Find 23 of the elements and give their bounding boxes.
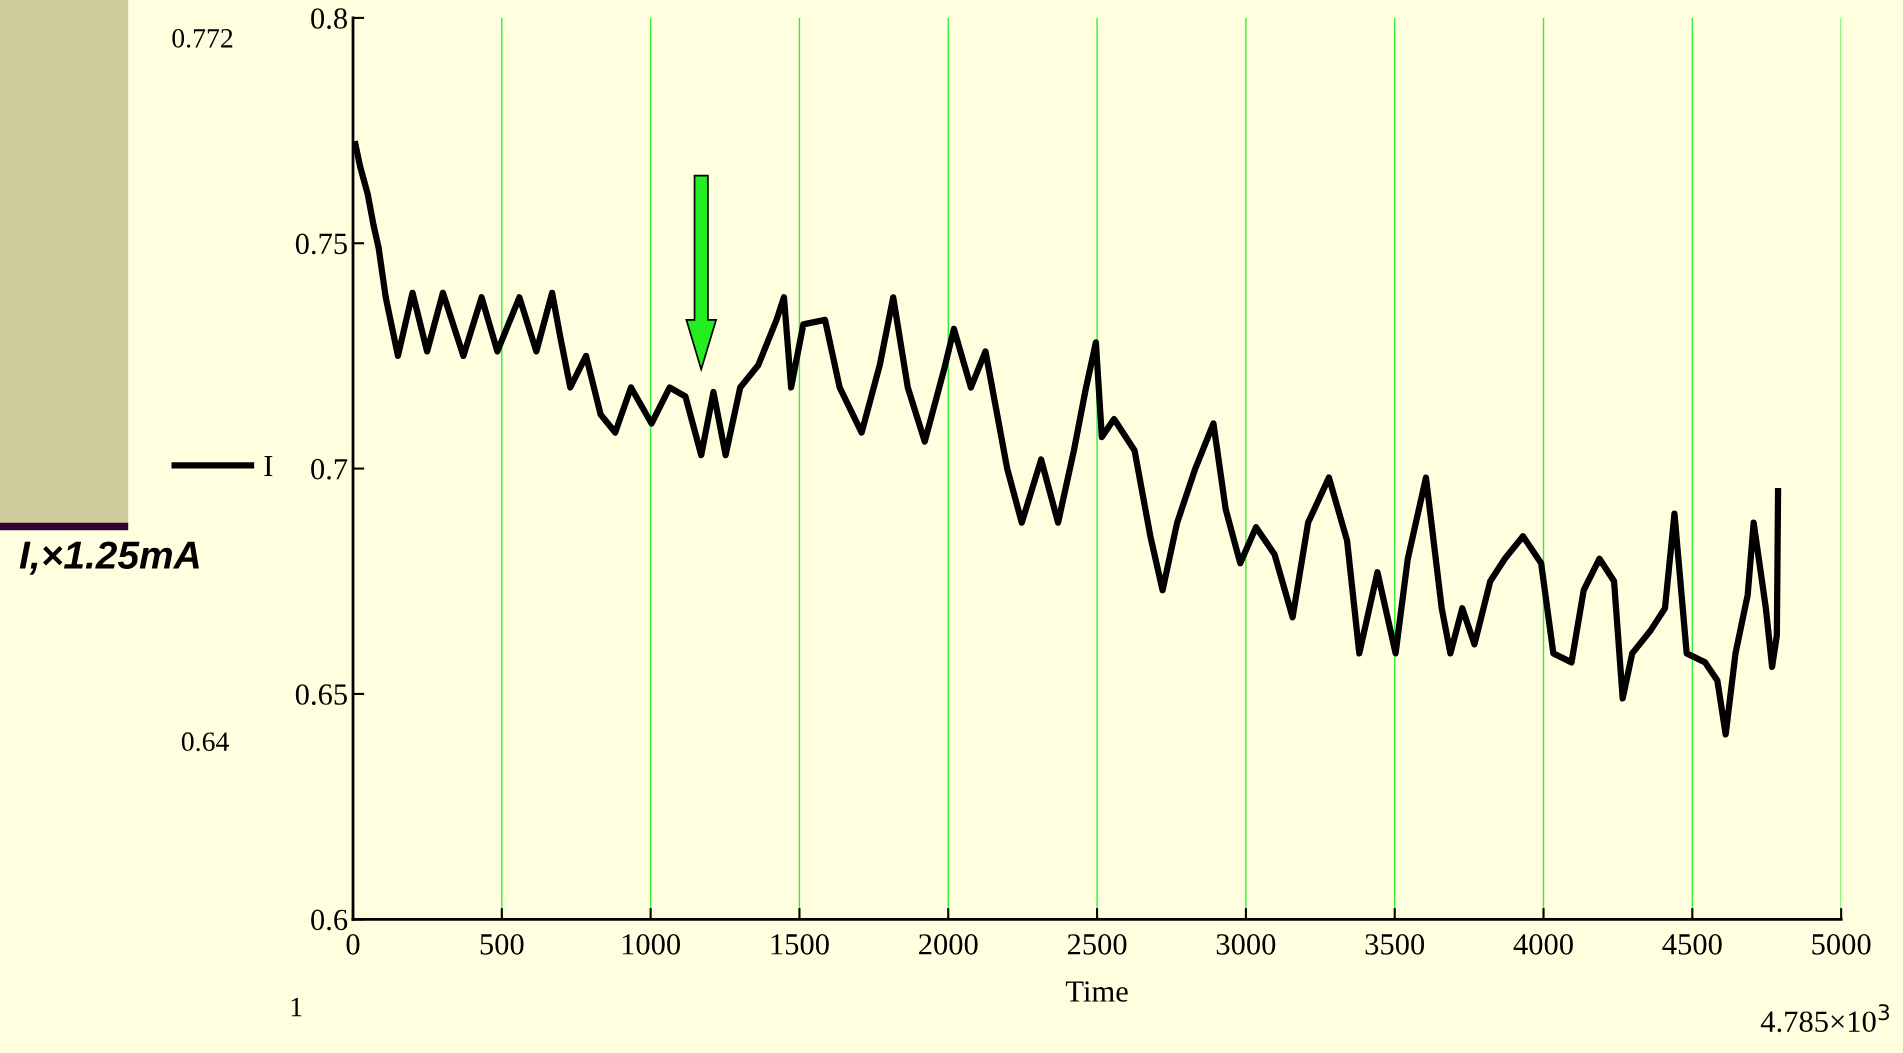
x-tick-label: 2000 <box>919 934 978 955</box>
text: 1 <box>291 997 302 1017</box>
x-axis-title: Time <box>1065 981 1128 1002</box>
text: 4.785×10$^{3}$ <box>1760 1004 1889 1033</box>
x-tick-label: 0 <box>346 934 360 955</box>
y-tick-label: 0.65 <box>295 684 347 705</box>
text: 0.772 <box>172 28 233 48</box>
x-tick-label: 500 <box>480 934 524 955</box>
y-tick-label: 0.7 <box>311 458 348 480</box>
text: I,×1.25mA <box>19 541 199 575</box>
x-tick-label: 3500 <box>1365 934 1425 955</box>
x-tick-label: 3000 <box>1216 934 1276 955</box>
x-tick-label: 1500 <box>771 934 829 955</box>
x-tick-label: 4000 <box>1513 934 1573 955</box>
y-tick-label: 0.75 <box>295 233 347 255</box>
x-tick-label: 5000 <box>1812 934 1871 955</box>
y-tick-label: 0.8 <box>311 8 347 29</box>
y-tick-label: 0.6 <box>311 909 348 931</box>
text: 0.64 <box>181 732 229 752</box>
x-tick-label: 2500 <box>1067 934 1127 955</box>
x-tick-label: 4500 <box>1662 934 1722 955</box>
x-tick-label: 1000 <box>622 934 681 955</box>
legend-label: I <box>264 456 273 477</box>
